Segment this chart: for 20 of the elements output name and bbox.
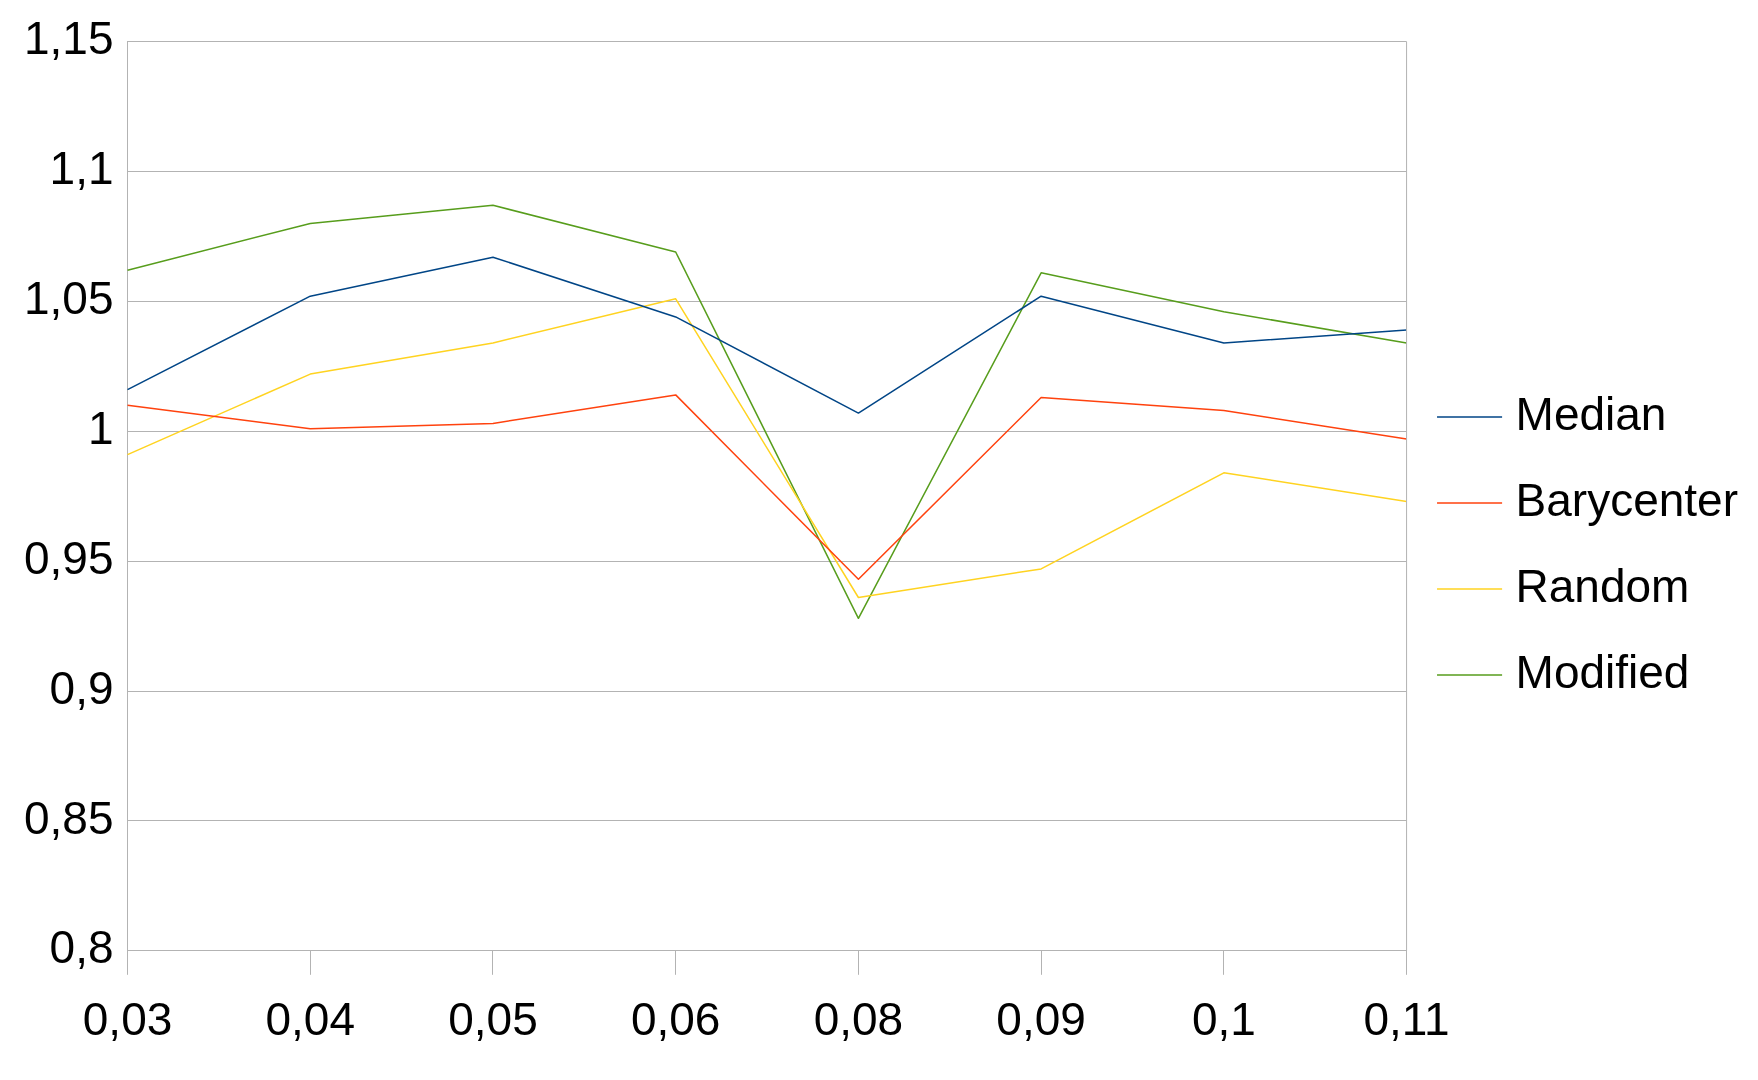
y-tick-label: 1,15 — [24, 12, 114, 65]
legend-label: Random — [1515, 559, 1690, 612]
x-tick-label: 0,1 — [1191, 993, 1256, 1046]
legend-label: Barycenter — [1515, 473, 1739, 526]
x-tick-label: 0,11 — [1363, 993, 1450, 1046]
x-tick-label: 0,05 — [448, 993, 538, 1046]
x-tick-label: 0,04 — [265, 993, 356, 1046]
x-tick-label: 0,08 — [813, 993, 904, 1046]
x-tick-label: 0,03 — [82, 993, 173, 1046]
legend-label: Median — [1515, 387, 1667, 440]
x-tick-label: 0,06 — [630, 993, 721, 1046]
y-tick-label: 0,95 — [24, 531, 114, 584]
y-tick-label: 1,1 — [49, 142, 114, 195]
x-tick-label: 0,09 — [996, 993, 1086, 1046]
y-tick-label: 1,05 — [24, 272, 114, 325]
y-tick-label: 0,85 — [24, 791, 114, 844]
y-tick-label: 0,8 — [49, 921, 114, 974]
y-tick-label: 1 — [87, 401, 114, 454]
legend-label: Modified — [1515, 645, 1690, 698]
y-tick-label: 0,9 — [49, 661, 114, 714]
